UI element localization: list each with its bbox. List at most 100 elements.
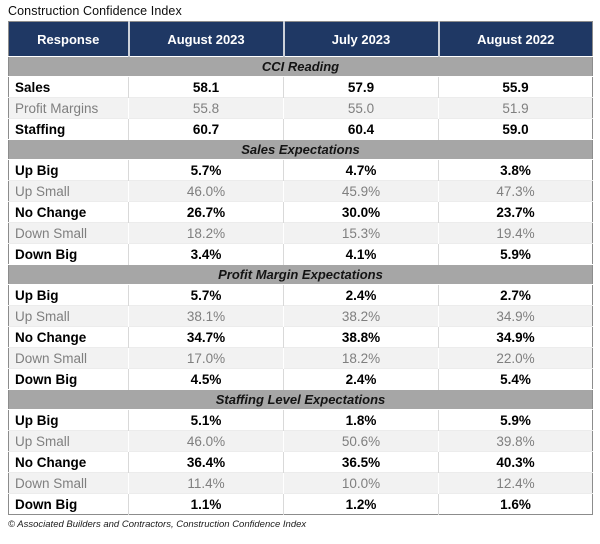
table-row: Staffing 60.7 60.4 59.0 — [8, 118, 593, 140]
value-cell: 30.0% — [283, 201, 439, 223]
value-cell: 5.4% — [438, 368, 593, 390]
value-cell: 26.7% — [128, 201, 284, 223]
value-cell: 3.8% — [438, 159, 593, 181]
table-row: No Change 36.4% 36.5% 40.3% — [8, 451, 593, 473]
table-row: Up Big 5.1% 1.8% 5.9% — [8, 409, 593, 431]
column-header: August 2022 — [437, 21, 593, 57]
value-cell: 5.1% — [128, 409, 284, 431]
value-cell: 18.2% — [128, 222, 284, 244]
column-header: August 2023 — [127, 21, 284, 57]
column-header: July 2023 — [282, 21, 439, 57]
value-cell: 55.8 — [128, 97, 284, 119]
value-cell: 39.8% — [438, 430, 593, 452]
table-row: Up Big 5.7% 4.7% 3.8% — [8, 159, 593, 181]
row-label: Up Big — [8, 284, 129, 306]
value-cell: 55.9 — [438, 76, 593, 98]
column-header: Response — [8, 21, 129, 57]
value-cell: 1.1% — [128, 493, 284, 515]
table-row: Up Small 38.1% 38.2% 34.9% — [8, 305, 593, 327]
value-cell: 2.7% — [438, 284, 593, 306]
row-label: Staffing — [8, 118, 129, 140]
value-cell: 58.1 — [128, 76, 284, 98]
row-label: Down Small — [8, 472, 129, 494]
page-title: Construction Confidence Index — [8, 4, 182, 18]
section-title: Profit Margin Expectations — [8, 264, 593, 285]
row-label: Sales — [8, 76, 129, 98]
row-label: Up Big — [8, 409, 129, 431]
table-row: Sales 58.1 57.9 55.9 — [8, 76, 593, 98]
section-title: Staffing Level Expectations — [8, 389, 593, 410]
section-header-row: CCI Reading — [8, 56, 593, 77]
value-cell: 4.5% — [128, 368, 284, 390]
value-cell: 22.0% — [438, 347, 593, 369]
value-cell: 34.7% — [128, 326, 284, 348]
value-cell: 34.9% — [438, 305, 593, 327]
value-cell: 1.8% — [283, 409, 439, 431]
value-cell: 38.1% — [128, 305, 284, 327]
value-cell: 60.7 — [128, 118, 284, 140]
value-cell: 5.7% — [128, 284, 284, 306]
value-cell: 1.6% — [438, 493, 593, 515]
value-cell: 38.8% — [283, 326, 439, 348]
section-title: Sales Expectations — [8, 139, 593, 160]
table-row: Up Small 46.0% 50.6% 39.8% — [8, 430, 593, 452]
table-row: Down Big 3.4% 4.1% 5.9% — [8, 243, 593, 265]
value-cell: 5.9% — [438, 243, 593, 265]
value-cell: 51.9 — [438, 97, 593, 119]
row-label: Profit Margins — [8, 97, 129, 119]
row-label: Up Small — [8, 180, 129, 202]
row-label: Down Big — [8, 368, 129, 390]
value-cell: 5.9% — [438, 409, 593, 431]
value-cell: 55.0 — [283, 97, 439, 119]
value-cell: 4.1% — [283, 243, 439, 265]
table-row: Down Small 17.0% 18.2% 22.0% — [8, 347, 593, 369]
value-cell: 3.4% — [128, 243, 284, 265]
value-cell: 46.0% — [128, 430, 284, 452]
value-cell: 38.2% — [283, 305, 439, 327]
table-row: Profit Margins 55.8 55.0 51.9 — [8, 97, 593, 119]
value-cell: 1.2% — [283, 493, 439, 515]
value-cell: 60.4 — [283, 118, 439, 140]
section-header-row: Profit Margin Expectations — [8, 264, 593, 285]
header-row: Response August 2023 July 2023 August 2022 — [8, 21, 593, 57]
table-row: Down Small 18.2% 15.3% 19.4% — [8, 222, 593, 244]
row-label: Down Small — [8, 222, 129, 244]
section-header-row: Staffing Level Expectations — [8, 389, 593, 410]
value-cell: 11.4% — [128, 472, 284, 494]
value-cell: 23.7% — [438, 201, 593, 223]
value-cell: 50.6% — [283, 430, 439, 452]
value-cell: 4.7% — [283, 159, 439, 181]
value-cell: 19.4% — [438, 222, 593, 244]
row-label: Up Small — [8, 305, 129, 327]
table-row: Down Big 4.5% 2.4% 5.4% — [8, 368, 593, 390]
table-row: Down Small 11.4% 10.0% 12.4% — [8, 472, 593, 494]
row-label: Up Small — [8, 430, 129, 452]
value-cell: 12.4% — [438, 472, 593, 494]
value-cell: 36.5% — [283, 451, 439, 473]
source-attribution: © Associated Builders and Contractors, C… — [8, 519, 307, 530]
value-cell: 10.0% — [283, 472, 439, 494]
value-cell: 2.4% — [283, 368, 439, 390]
value-cell: 36.4% — [128, 451, 284, 473]
table-row: Down Big 1.1% 1.2% 1.6% — [8, 493, 593, 515]
table-row: Up Big 5.7% 2.4% 2.7% — [8, 284, 593, 306]
row-label: Up Big — [8, 159, 129, 181]
row-label: No Change — [8, 451, 129, 473]
value-cell: 17.0% — [128, 347, 284, 369]
value-cell: 45.9% — [283, 180, 439, 202]
value-cell: 2.4% — [283, 284, 439, 306]
row-label: No Change — [8, 326, 129, 348]
value-cell: 34.9% — [438, 326, 593, 348]
value-cell: 59.0 — [438, 118, 593, 140]
table-row: Up Small 46.0% 45.9% 47.3% — [8, 180, 593, 202]
section-header-row: Sales Expectations — [8, 139, 593, 160]
row-label: Down Big — [8, 243, 129, 265]
value-cell: 15.3% — [283, 222, 439, 244]
value-cell: 47.3% — [438, 180, 593, 202]
value-cell: 40.3% — [438, 451, 593, 473]
table-row: No Change 34.7% 38.8% 34.9% — [8, 326, 593, 348]
value-cell: 18.2% — [283, 347, 439, 369]
table-body: CCI Reading Sales 58.1 57.9 55.9 Profit Margi… — [8, 56, 593, 515]
value-cell: 46.0% — [128, 180, 284, 202]
row-label: No Change — [8, 201, 129, 223]
